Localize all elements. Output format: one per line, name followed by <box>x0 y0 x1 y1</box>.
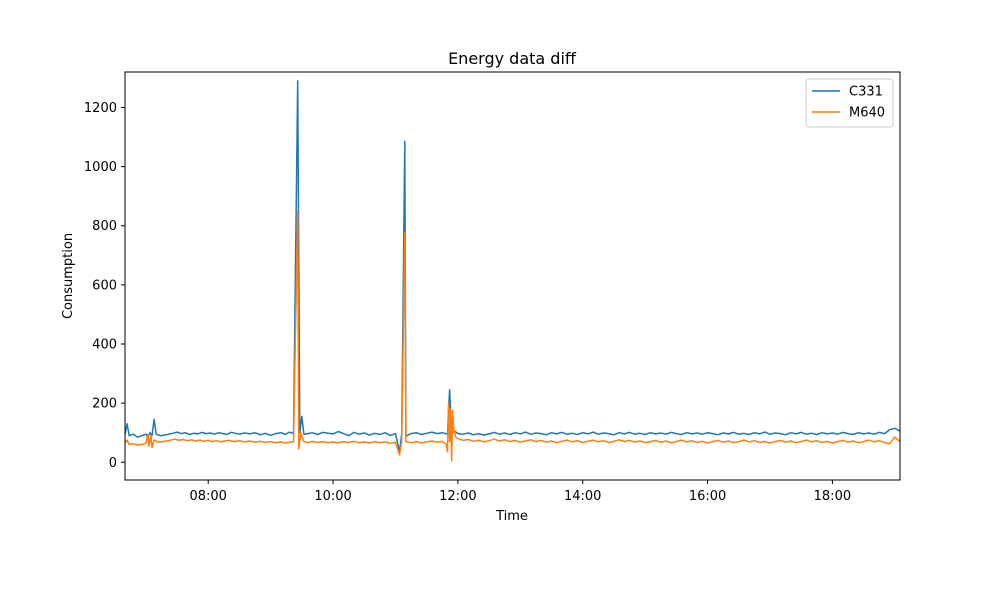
x-tick-label: 08:00 <box>189 489 226 504</box>
x-axis-label: Time <box>495 509 528 524</box>
y-tick-label: 200 <box>92 397 117 412</box>
series-line-c331 <box>124 80 901 453</box>
y-tick-label: 0 <box>109 456 117 471</box>
chart-title: Energy data diff <box>448 49 577 68</box>
series-layer <box>124 80 901 462</box>
series-line-m640 <box>124 210 901 462</box>
y-tick-label: 800 <box>92 219 117 234</box>
y-tick-label: 600 <box>92 278 117 293</box>
y-tick-label: 1000 <box>84 160 117 175</box>
x-tick-label: 14:00 <box>564 489 601 504</box>
legend: C331 M640 <box>805 78 894 128</box>
plot-frame <box>124 71 901 481</box>
y-tick-label: 400 <box>92 338 117 353</box>
y-axis-label: Consumption <box>61 233 76 319</box>
x-tick-label: 18:00 <box>814 489 851 504</box>
y-tick-label: 1200 <box>84 101 117 116</box>
legend-label-m640: M640 <box>849 106 885 121</box>
x-tick-label: 10:00 <box>314 489 351 504</box>
x-tick-label: 16:00 <box>689 489 726 504</box>
x-axis: 08:00 10:00 12:00 14:00 16:00 18:00 <box>189 480 851 504</box>
legend-label-c331: C331 <box>849 85 883 100</box>
x-tick-label: 12:00 <box>439 489 476 504</box>
plot-area <box>124 71 901 481</box>
y-axis: 0 200 400 600 800 1000 1200 <box>84 101 125 471</box>
